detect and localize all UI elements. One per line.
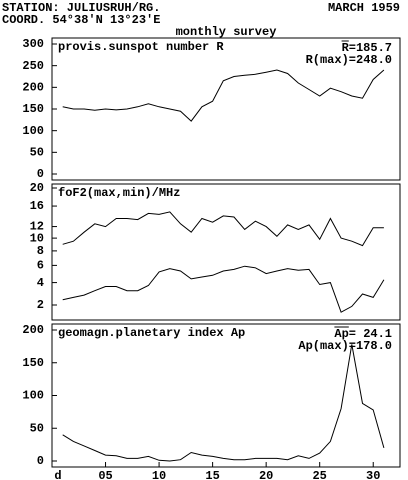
- annotation: R(max)=248.0: [306, 53, 392, 67]
- subtitle: monthly survey: [176, 25, 277, 39]
- coord: COORD. 54°38'N 13°23'E: [2, 13, 160, 27]
- y-tick-label: 150: [22, 356, 44, 370]
- series-line: [62, 69, 385, 122]
- y-tick-label: 50: [30, 421, 44, 435]
- y-tick-label: 200: [22, 81, 44, 95]
- series-line: [62, 344, 385, 462]
- x-tick-label: 05: [98, 469, 112, 480]
- y-tick-label: 8: [37, 244, 44, 258]
- annotation: Ap(max)=178.0: [298, 339, 392, 353]
- y-tick-label: 10: [30, 231, 44, 245]
- x-tick-label: 20: [259, 469, 273, 480]
- y-tick-label: 100: [22, 389, 44, 403]
- x-axis-label: d: [54, 469, 61, 480]
- y-tick-label: 150: [22, 102, 44, 116]
- x-tick-label: 10: [152, 469, 166, 480]
- y-tick-label: 50: [30, 146, 44, 160]
- y-tick-label: 0: [37, 454, 44, 468]
- y-tick-label: 12: [30, 220, 44, 234]
- y-tick-label: 4: [37, 276, 44, 290]
- y-tick-label: 250: [22, 59, 44, 73]
- y-tick-label: 100: [22, 124, 44, 138]
- annotation: Ap= 24.1: [334, 327, 392, 341]
- x-tick-label: 30: [366, 469, 380, 480]
- station: STATION: JULIUSRUH/RG.: [2, 1, 160, 15]
- y-tick-label: 6: [37, 259, 44, 273]
- annotation: R=185.7: [342, 41, 392, 55]
- y-tick-label: 300: [22, 37, 44, 51]
- y-tick-label: 2: [37, 298, 44, 312]
- y-tick-label: 0: [37, 167, 44, 181]
- panel-title: foF2(max,min)/MHz: [58, 186, 180, 200]
- x-tick-label: 25: [312, 469, 326, 480]
- y-tick-label: 200: [22, 323, 44, 337]
- y-tick-label: 16: [30, 199, 44, 213]
- panel-title: geomagn.planetary index Ap: [58, 326, 245, 340]
- series-line: [62, 265, 385, 313]
- series-line: [62, 211, 384, 247]
- x-tick-label: 15: [205, 469, 219, 480]
- y-tick-label: 20: [30, 181, 44, 195]
- panel-title: provis.sunspot number R: [58, 40, 224, 54]
- panel-frame: [51, 183, 401, 321]
- date: MARCH 1959: [328, 1, 400, 15]
